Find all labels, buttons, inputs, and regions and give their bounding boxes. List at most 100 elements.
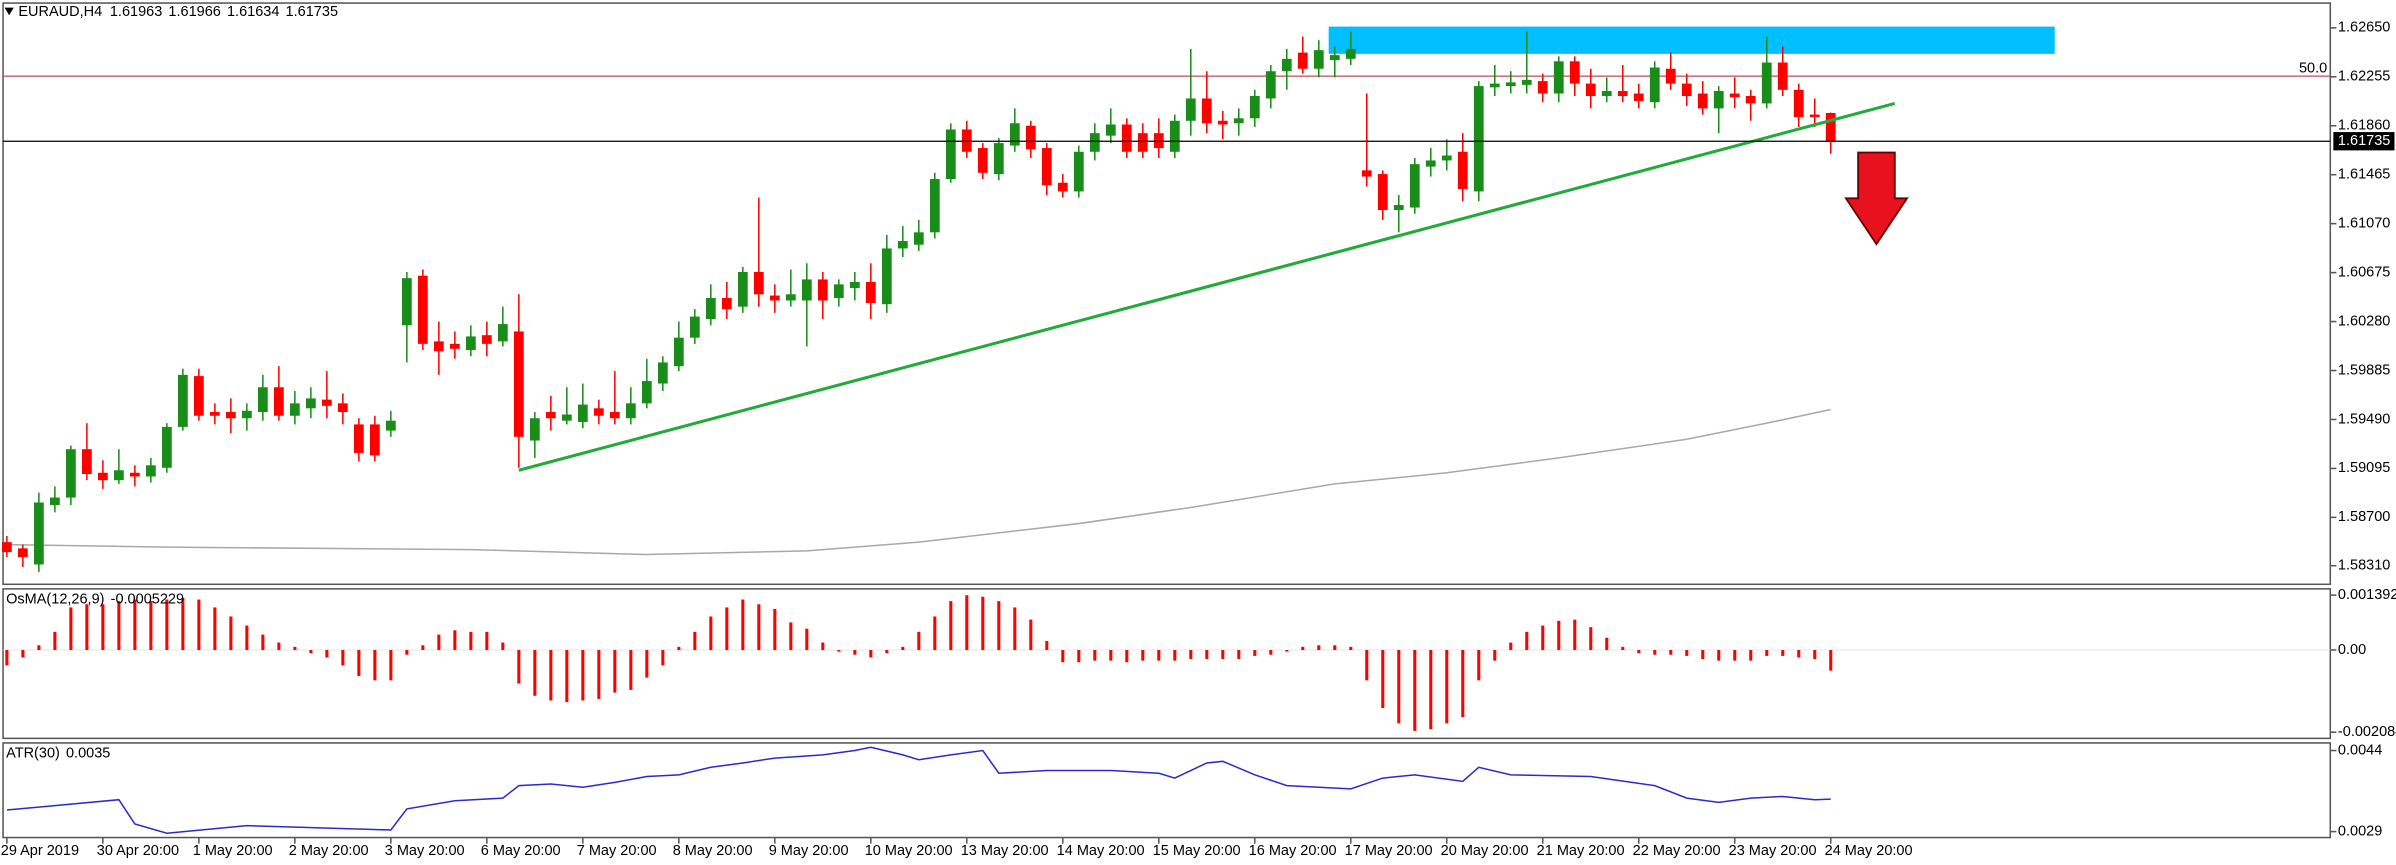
atr-name: ATR(30)	[6, 745, 60, 761]
x-tick-label: 7 May 20:00	[577, 843, 657, 859]
candle-body	[145, 465, 156, 477]
candle-body	[1057, 182, 1068, 192]
candle-body	[33, 502, 44, 565]
candle-body	[625, 403, 636, 419]
candle-body	[1665, 68, 1676, 84]
x-tick-label: 23 May 20:00	[1729, 843, 1817, 859]
candle-body	[305, 398, 316, 409]
candle-body	[369, 424, 380, 456]
candle-body	[689, 316, 700, 338]
symbol: EURAUD,H4	[18, 4, 102, 20]
menu-triangle[interactable]	[4, 7, 14, 16]
candle-body	[1457, 151, 1468, 189]
candle-body	[353, 424, 364, 453]
y-tick-label: 1.61860	[2338, 118, 2390, 134]
candle-body	[1361, 170, 1372, 177]
candle-body	[705, 298, 716, 320]
candle-body	[673, 337, 684, 367]
atr-value: 0.0035	[66, 745, 110, 761]
candle-body	[801, 279, 812, 301]
candle-body	[417, 275, 428, 344]
candle-body	[433, 341, 444, 352]
candle-body	[1441, 155, 1452, 161]
candle-body	[97, 472, 108, 481]
x-tick-label: 1 May 20:00	[193, 843, 273, 859]
candle-body	[977, 148, 988, 173]
x-tick-label: 13 May 20:00	[961, 843, 1049, 859]
candle-body	[1617, 91, 1628, 97]
candle-body	[881, 248, 892, 305]
candle-body	[833, 284, 844, 299]
x-tick-label: 8 May 20:00	[673, 843, 753, 859]
candle-body	[1297, 52, 1308, 69]
candle-body	[1345, 48, 1356, 59]
candle-body	[1585, 83, 1596, 97]
resistance-zone	[1328, 26, 2055, 54]
candle-body	[1761, 62, 1772, 104]
candle-body	[465, 336, 476, 351]
candle-body	[1121, 124, 1132, 152]
trendline	[518, 101, 1896, 472]
candle-body	[721, 298, 732, 310]
candle-body	[113, 470, 124, 481]
candle-body	[1697, 93, 1708, 109]
candle-body	[1, 542, 12, 553]
candle-body	[849, 281, 860, 289]
candle-body	[1649, 67, 1660, 103]
candle-body	[1089, 133, 1100, 152]
candle-body	[993, 143, 1004, 175]
candle-body	[561, 414, 572, 421]
candle-body	[273, 387, 284, 416]
candle-body	[945, 129, 956, 180]
candle-body	[257, 387, 268, 413]
candle-body	[1073, 151, 1084, 192]
current-price-label: 1.61735	[2338, 133, 2390, 149]
candle-body	[1217, 120, 1228, 125]
candle-body	[1553, 61, 1564, 94]
y-tick-label: 1.58310	[2338, 558, 2390, 574]
candle-body	[17, 548, 28, 558]
candle-body	[545, 412, 556, 419]
y-tick-label: 1.61070	[2338, 215, 2390, 231]
x-tick-label: 6 May 20:00	[481, 843, 561, 859]
candle-body	[577, 404, 588, 422]
candle-body	[1137, 133, 1148, 152]
y-tick-label: 1.60675	[2338, 264, 2390, 280]
candle-body	[897, 241, 908, 249]
y-tick-label: 1.58700	[2338, 509, 2390, 525]
candle-body	[1729, 93, 1740, 98]
candle-body	[1393, 205, 1404, 211]
candle-body	[321, 399, 332, 406]
candle-body	[1505, 82, 1516, 87]
candle-body	[401, 278, 412, 326]
x-tick-label: 24 May 20:00	[1825, 843, 1913, 859]
high-value: 1.61966	[168, 4, 220, 20]
price-header: EURAUD,H4 1.61963 1.61966 1.61634 1.61735	[18, 4, 338, 20]
x-tick-label: 15 May 20:00	[1153, 843, 1241, 859]
candle-body	[1793, 89, 1804, 118]
candle-body	[481, 335, 492, 344]
candle-body	[129, 472, 140, 477]
candle-body	[513, 331, 524, 437]
y-tick-label: 0.00	[2338, 642, 2366, 658]
y-tick-label: 1.59490	[2338, 411, 2390, 427]
moving-average	[6, 408, 1831, 556]
atr-line	[6, 746, 1831, 834]
y-tick-label: 1.59095	[2338, 460, 2390, 476]
candle-body	[1169, 120, 1180, 152]
candle-body	[49, 497, 60, 505]
candle-body	[1185, 98, 1196, 121]
candle-body	[1809, 114, 1820, 118]
candle-body	[161, 426, 172, 468]
x-tick-label: 21 May 20:00	[1537, 843, 1625, 859]
candle-body	[1633, 93, 1644, 101]
x-tick-label: 30 Apr 20:00	[97, 843, 179, 859]
y-tick-label: 1.60280	[2338, 313, 2390, 329]
candle-body	[1025, 125, 1036, 150]
x-tick-label: 14 May 20:00	[1057, 843, 1145, 859]
candle-body	[593, 408, 604, 416]
candle-body	[1377, 174, 1388, 211]
candle-body	[529, 418, 540, 441]
candle-body	[193, 376, 204, 416]
